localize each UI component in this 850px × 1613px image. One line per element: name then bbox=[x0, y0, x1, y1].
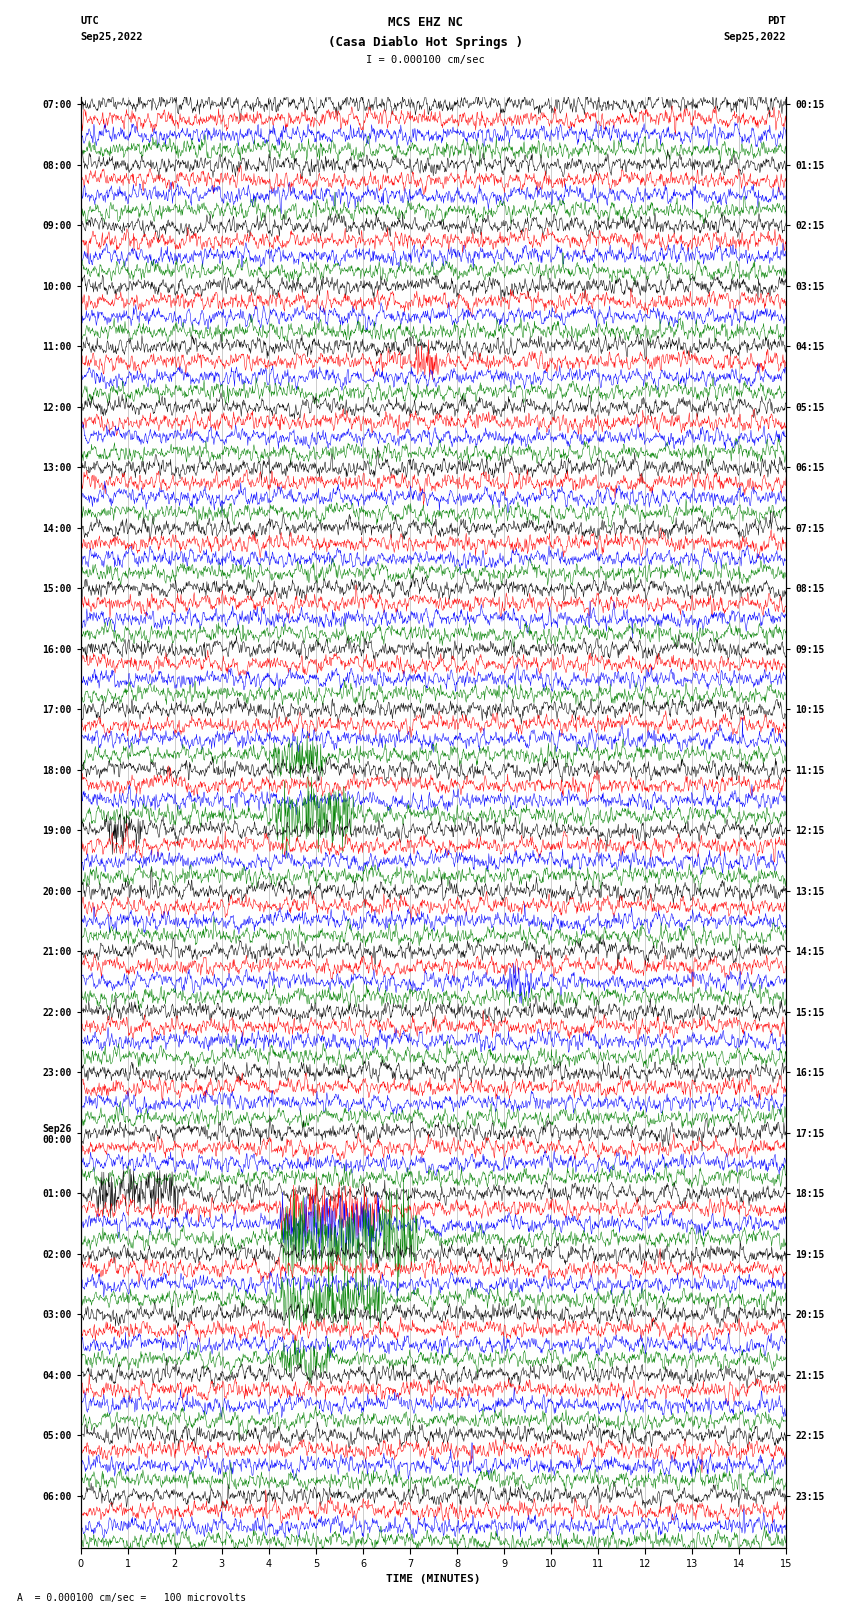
X-axis label: TIME (MINUTES): TIME (MINUTES) bbox=[386, 1574, 481, 1584]
Text: Sep25,2022: Sep25,2022 bbox=[81, 32, 144, 42]
Text: I = 0.000100 cm/sec: I = 0.000100 cm/sec bbox=[366, 55, 484, 65]
Text: Sep25,2022: Sep25,2022 bbox=[723, 32, 786, 42]
Text: MCS EHZ NC: MCS EHZ NC bbox=[388, 16, 462, 29]
Text: A  = 0.000100 cm/sec =   100 microvolts: A = 0.000100 cm/sec = 100 microvolts bbox=[17, 1594, 246, 1603]
Text: UTC: UTC bbox=[81, 16, 99, 26]
Text: PDT: PDT bbox=[768, 16, 786, 26]
Text: (Casa Diablo Hot Springs ): (Casa Diablo Hot Springs ) bbox=[327, 35, 523, 48]
